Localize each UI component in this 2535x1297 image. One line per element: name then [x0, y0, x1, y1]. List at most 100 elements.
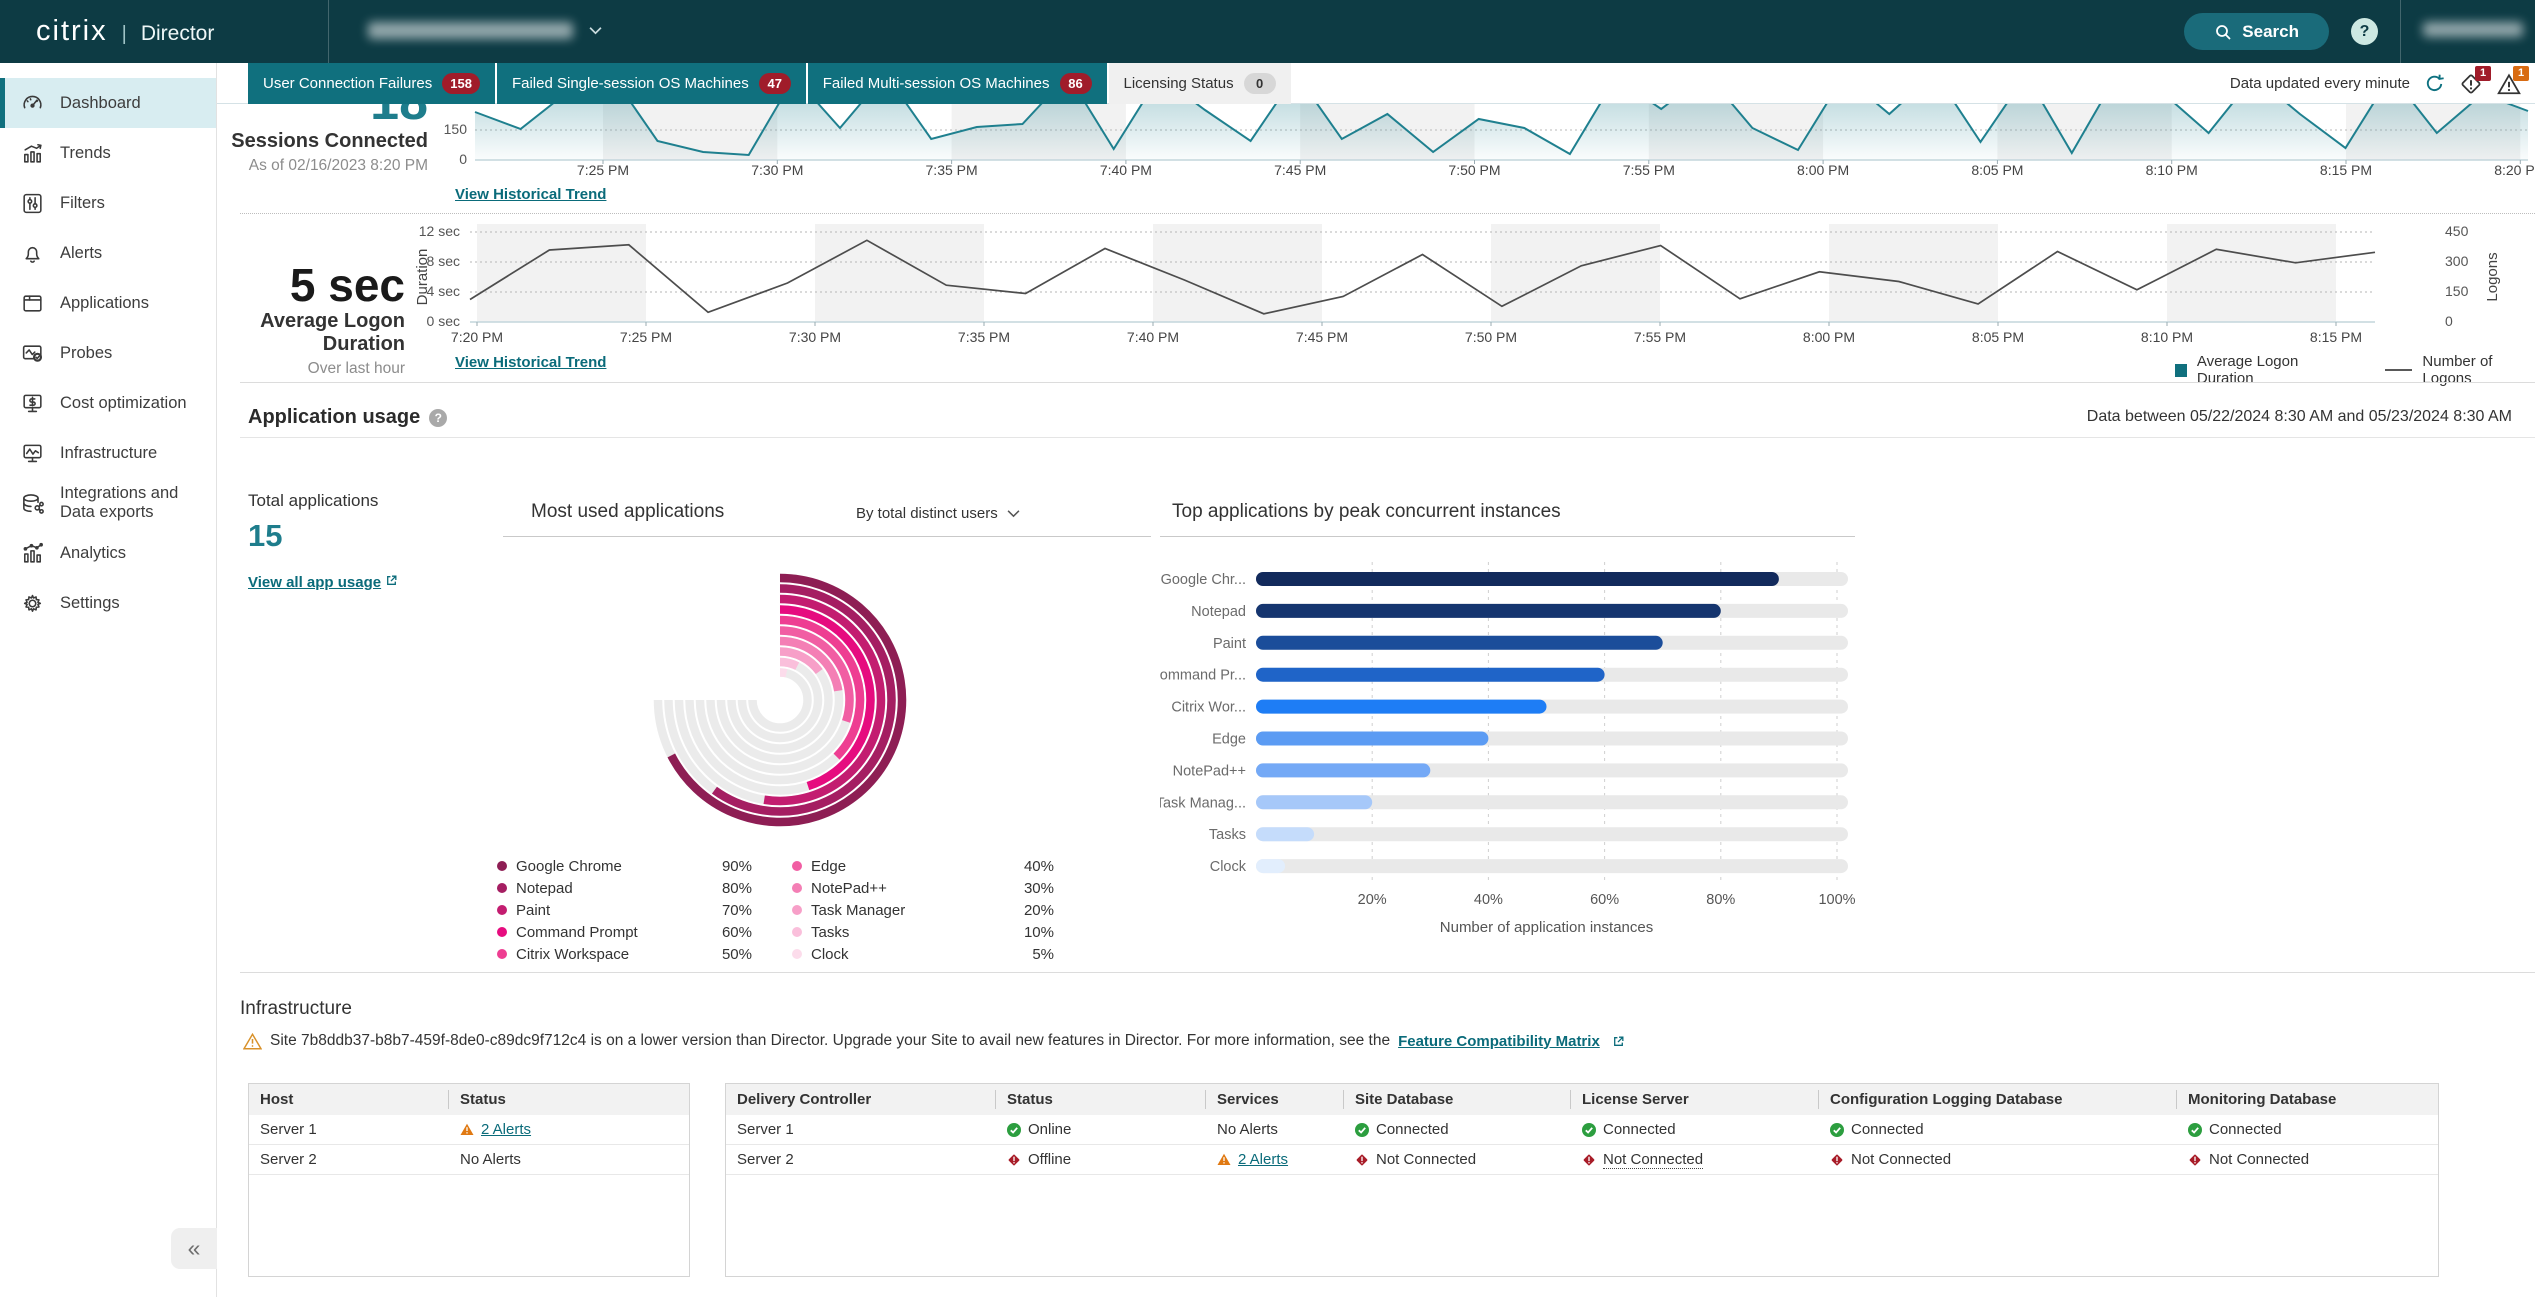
table-cell: Not Connected: [1344, 1151, 1571, 1168]
sidebar-item-dashboard[interactable]: Dashboard: [0, 78, 216, 128]
sidebar-item-infrastructure[interactable]: Infrastructure: [0, 428, 216, 478]
logon-duration-value: 5 sec: [289, 259, 405, 311]
sidebar-item-trends[interactable]: Trends: [0, 128, 216, 178]
sidebar-item-cost-optimization[interactable]: Cost optimization: [0, 378, 216, 428]
sidebar-item-label: Cost optimization: [60, 393, 187, 412]
alerts-link[interactable]: 2 Alerts: [1238, 1151, 1289, 1168]
tab-failed-single-session-os-machines[interactable]: Failed Single-session OS Machines 47: [496, 62, 806, 104]
user-menu[interactable]: [2423, 21, 2523, 42]
cell-text: Server 2: [260, 1151, 317, 1168]
donut-filter-dropdown[interactable]: By total distinct users: [856, 505, 1020, 522]
sidebar-item-label: Filters: [60, 193, 105, 212]
table-cell: Server 2: [726, 1151, 996, 1168]
trends-icon: [19, 141, 45, 166]
alert-tabs: User Connection Failures 158 Failed Single…: [248, 62, 1293, 104]
svg-text:7:50 PM: 7:50 PM: [1448, 162, 1500, 178]
svg-text:40%: 40%: [1474, 892, 1503, 908]
tab-user-connection-failures[interactable]: User Connection Failures 158: [248, 62, 495, 104]
tenant-selector[interactable]: [368, 22, 602, 39]
legend-dot-icon: [792, 905, 802, 915]
legend-app-percent: 40%: [1023, 857, 1054, 875]
column-header: Status: [460, 1091, 506, 1108]
logon-duration-metric: 5 sec Average Logon Duration Over last h…: [180, 262, 405, 378]
green-check-icon: [1582, 1122, 1596, 1137]
svg-text:7:45 PM: 7:45 PM: [1296, 329, 1348, 345]
application-usage-help-icon[interactable]: ?: [429, 408, 448, 427]
legend-app-name: Tasks: [811, 923, 850, 941]
warning-alerts-icon[interactable]: 1: [2497, 65, 2529, 96]
green-check-icon: [1355, 1122, 1369, 1137]
sidebar-item-filters[interactable]: Filters: [0, 178, 216, 228]
legend-dot-icon: [497, 861, 507, 871]
svg-text:80%: 80%: [1706, 892, 1735, 908]
critical-alerts-badge: 1: [2475, 65, 2491, 81]
sidebar-item-alerts[interactable]: Alerts: [0, 228, 216, 278]
table-cell: Connected: [1571, 1121, 1819, 1138]
svg-text:450: 450: [2445, 223, 2469, 239]
table-cell: 2 Alerts: [1206, 1151, 1344, 1168]
search-label: Search: [2242, 21, 2299, 41]
top-applications-title: Top applications by peak concurrent inst…: [1172, 501, 1561, 522]
help-button[interactable]: ?: [2351, 18, 2378, 45]
sessions-historical-trend-link[interactable]: View Historical Trend: [455, 186, 607, 203]
brand-divider: |: [121, 23, 127, 45]
sidebar-item-label: Integrations and Data exports: [60, 484, 179, 521]
sessions-connected-label: Sessions Connected: [231, 130, 428, 152]
warning-triangle-icon: [243, 1032, 262, 1049]
sidebar-item-integrations-and-data-exports[interactable]: Integrations and Data exports: [0, 478, 216, 528]
probes-icon: [19, 341, 45, 366]
svg-text:NotePad++: NotePad++: [1173, 763, 1246, 779]
tab-count-badge: 0: [1243, 72, 1276, 94]
donut-legend-item: Command Prompt 60%: [497, 921, 752, 943]
red-diamond-icon: [1355, 1153, 1369, 1167]
table-header-row: Host Status: [249, 1084, 689, 1115]
legend-app-percent: 30%: [1023, 879, 1054, 897]
tab-licensing-status[interactable]: Licensing Status 0: [1108, 62, 1291, 104]
view-all-app-usage-link[interactable]: View all app usage: [248, 574, 398, 591]
sessions-connected-chart: 150 0 7:25 PM 7:30 PM 7:35 PM 7:40 PM 7:45 PM 7…: [444, 95, 2535, 178]
integrations-icon: [19, 491, 45, 516]
svg-text:12 sec: 12 sec: [419, 223, 460, 239]
section-divider-2: [240, 972, 2535, 973]
logon-duration-legend-swatch: [2175, 363, 2187, 377]
feature-compatibility-matrix-link[interactable]: Feature Compatibility Matrix: [1398, 1032, 1600, 1050]
legend-app-name: Google Chrome: [516, 857, 622, 875]
legend-app-percent: 20%: [1023, 901, 1054, 919]
search-button[interactable]: Search: [2184, 13, 2329, 50]
svg-text:Notepad: Notepad: [1191, 604, 1246, 620]
infrastructure-warning-text: Site 7b8ddb37-b8b7-459f-8de0-c89dc9f712c…: [270, 1032, 1391, 1049]
column-header: Site Database: [1344, 1090, 1571, 1109]
sidebar-item-label: Dashboard: [60, 93, 141, 112]
sidebar-item-applications[interactable]: Applications: [0, 278, 216, 328]
table-cell: Not Connected: [1819, 1151, 2177, 1168]
alerts-link[interactable]: 2 Alerts: [481, 1121, 532, 1138]
column-header: Host: [249, 1090, 449, 1109]
external-link-icon: [1612, 1035, 1625, 1048]
svg-text:20%: 20%: [1358, 892, 1387, 908]
logon-historical-trend-link[interactable]: View Historical Trend: [455, 354, 607, 371]
legend-app-percent: 50%: [721, 945, 752, 963]
svg-text:7:40 PM: 7:40 PM: [1127, 329, 1179, 345]
cell-text: Connected: [2209, 1121, 2282, 1138]
table-cell: Server 1: [249, 1121, 449, 1138]
sidebar-item-probes[interactable]: Probes: [0, 328, 216, 378]
table-cell: Connected: [1819, 1121, 2177, 1138]
legend-dot-icon: [792, 883, 802, 893]
sidebar-item-analytics[interactable]: Analytics: [0, 528, 216, 578]
settings-icon: [19, 591, 45, 616]
product-name: Director: [140, 22, 215, 45]
bar-panel-rule: [1160, 536, 1855, 537]
donut-legend-column-2: Edge 40% NotePad++ 30% Task Manager 20% Tasks 1…: [792, 855, 1054, 965]
refresh-icon[interactable]: [2424, 73, 2445, 94]
cell-text: Connected: [1376, 1121, 1449, 1138]
svg-text:8:15 PM: 8:15 PM: [2310, 329, 2362, 345]
table-row: Server 1 Online No Alerts Connected Connecte…: [726, 1115, 2438, 1145]
critical-alerts-icon[interactable]: 1: [2459, 65, 2491, 96]
sidebar-item-settings[interactable]: Settings: [0, 578, 216, 628]
table-row: Server 1 2 Alerts: [249, 1115, 689, 1145]
legend-app-name: Clock: [811, 945, 849, 963]
legend-app-percent: 70%: [721, 901, 752, 919]
red-diamond-icon: [1582, 1153, 1596, 1167]
tab-failed-multi-session-os-machines[interactable]: Failed Multi-session OS Machines 86: [807, 62, 1107, 104]
sidebar-collapse-button[interactable]: «: [171, 1228, 217, 1269]
